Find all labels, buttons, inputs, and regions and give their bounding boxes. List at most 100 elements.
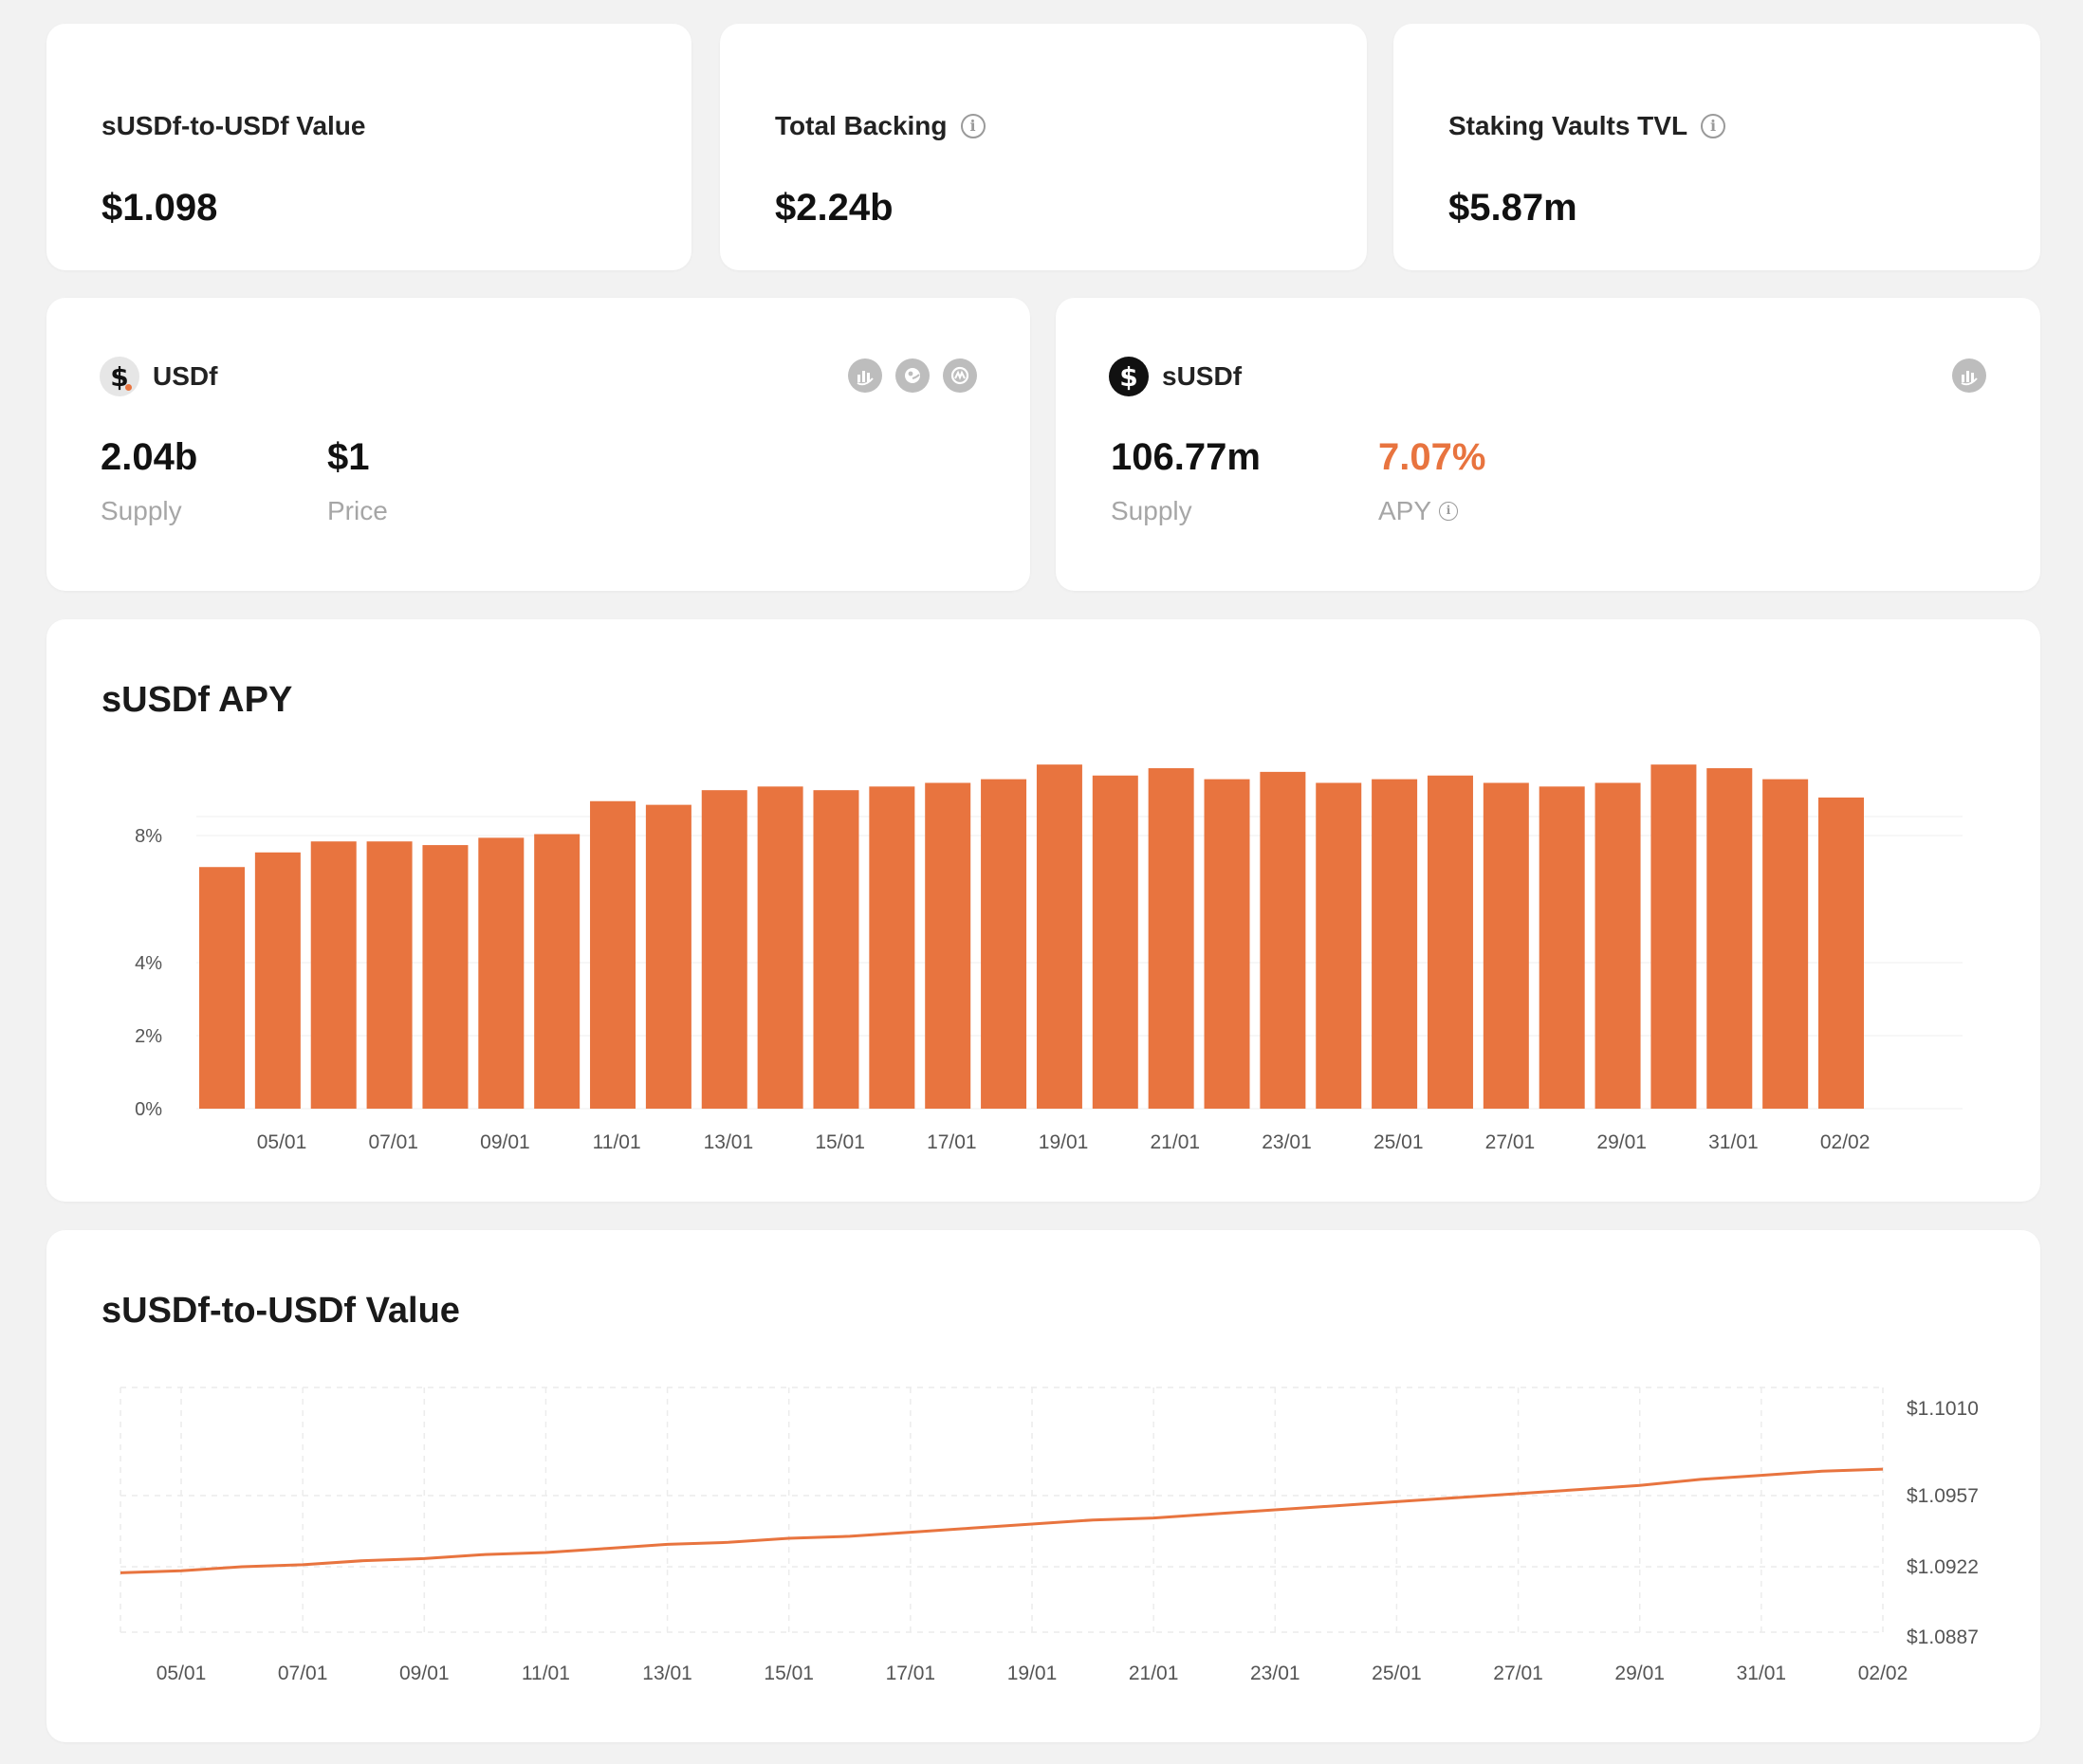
x-tick-label: 17/01 [927,1131,977,1153]
chart-title: sUSDf APY [101,680,293,720]
y-tick-label: 2% [135,1026,162,1047]
chart-title: sUSDf-to-USDf Value [101,1291,460,1331]
external-links [1952,358,1986,393]
apy-chart-card: sUSDf APY 0% 2% 4% 8% 05/01 07/01 09/01 11/01 13… [46,619,2040,1202]
bar [757,786,803,1109]
stat-title: Staking Vaults TVL [1448,111,1688,140]
x-tick-label: 25/01 [1372,1663,1422,1684]
token-card-usdf: $ USDf 2.04b Supply $1 Price [46,298,1030,591]
x-tick-label: 25/01 [1373,1131,1424,1153]
x-tick-label: 13/01 [642,1663,692,1684]
supply-value: 2.04b [101,436,198,478]
stat-card-total-backing: Total Backing i $2.24b [720,24,1367,270]
bar [1706,768,1753,1109]
y-tick-label: $1.1010 [1907,1398,1979,1420]
stat-value: $5.87m [1448,187,1577,229]
x-tick-label: 02/02 [1820,1131,1871,1153]
bar [1539,786,1585,1109]
value-line-chart: $1.0887 $1.0922 $1.0957 $1.1010 05/01 07/01 09… [120,1387,1979,1684]
defillama-icon[interactable] [848,358,882,393]
x-tick-label: 29/01 [1596,1131,1647,1153]
supply-label: Supply [1111,496,1192,525]
x-tick-label: 07/01 [278,1663,328,1684]
bar [478,837,525,1109]
bar [813,790,859,1109]
x-tick-label: 27/01 [1485,1131,1536,1153]
x-tick-label: 07/01 [368,1131,418,1153]
x-tick-label: 21/01 [1129,1663,1179,1684]
coingecko-icon[interactable] [895,358,930,393]
stat-title: Total Backing [775,111,948,140]
x-tick-label: 19/01 [1039,1131,1089,1153]
bar [366,841,413,1109]
defillama-icon[interactable] [1952,358,1986,393]
bar [1595,782,1641,1109]
x-tick-label: 09/01 [480,1131,530,1153]
stat-title: sUSDf-to-USDf Value [101,111,366,140]
bar [590,800,636,1109]
x-tick-label: 29/01 [1614,1663,1665,1684]
bar [1650,764,1697,1109]
bar [310,841,357,1109]
info-icon[interactable]: i [1701,114,1726,138]
y-tick-label: 0% [135,1099,162,1120]
token-symbol: USDf [153,361,218,391]
x-tick-label: 09/01 [399,1663,450,1684]
bar [645,804,691,1109]
coinmarketcap-icon[interactable] [943,358,977,393]
value-chart-card: sUSDf-to-USDf Value $1.0887 $1.0922 $1.095… [46,1230,2040,1742]
dollar-coin-icon: $ [100,357,139,396]
bar [1036,764,1082,1109]
y-tick-label: 8% [135,826,162,847]
bar [199,867,245,1109]
bar [1316,782,1362,1109]
x-tick-label: 21/01 [1151,1131,1201,1153]
y-tick-label: 4% [135,953,162,974]
y-tick-label: $1.0922 [1907,1556,1979,1578]
stat-card-staking-vaults-tvl: Staking Vaults TVL i $5.87m [1393,24,2040,270]
x-tick-label: 19/01 [1007,1663,1058,1684]
info-icon[interactable]: i [960,114,986,138]
value-line [120,1467,1884,1574]
token-symbol: sUSDf [1162,361,1243,391]
apy-bar-chart: 0% 2% 4% 8% 05/01 07/01 09/01 11/01 13/01 15/01 17… [135,764,1963,1153]
x-tick-label: 23/01 [1262,1131,1312,1153]
bar [1818,797,1864,1109]
bar [254,852,301,1109]
external-links [848,358,977,393]
supply-value: 106.77m [1111,436,1261,478]
x-tick-label: 17/01 [886,1663,936,1684]
bar [1762,779,1809,1109]
x-tick-label: 23/01 [1250,1663,1300,1684]
x-tick-label: 05/01 [157,1663,207,1684]
dollar-coin-dark-icon: $ [1109,357,1149,396]
y-tick-label: $1.0887 [1907,1626,1979,1648]
bar [534,834,581,1109]
stat-value: $2.24b [775,187,894,229]
bar [422,845,469,1109]
x-tick-label: 13/01 [704,1131,754,1153]
x-tick-label: 27/01 [1493,1663,1543,1684]
bar [1148,768,1194,1109]
x-tick-label: 11/01 [593,1131,641,1153]
bar [869,786,915,1109]
token-card-susdf: $ sUSDf 106.77m Supply 7.07% APY i [1056,298,2040,591]
bar [1092,775,1138,1109]
info-icon[interactable]: i [1439,502,1459,521]
x-tick-label: 02/02 [1858,1663,1908,1684]
x-tick-label: 31/01 [1737,1663,1787,1684]
x-tick-label: 11/01 [522,1663,570,1684]
price-value: $1 [327,436,370,478]
stat-value: $1.098 [101,187,218,229]
x-tick-label: 15/01 [815,1131,865,1153]
stat-card-susdf-value: sUSDf-to-USDf Value $1.098 [46,24,691,270]
x-tick-label: 15/01 [764,1663,814,1684]
bar [1204,779,1250,1109]
apy-value: 7.07% [1378,436,1486,478]
x-tick-label: 05/01 [257,1131,307,1153]
bar [1372,779,1418,1109]
bar [701,790,747,1109]
bar [1483,782,1529,1109]
supply-label: Supply [101,496,182,525]
bar [1260,771,1306,1109]
